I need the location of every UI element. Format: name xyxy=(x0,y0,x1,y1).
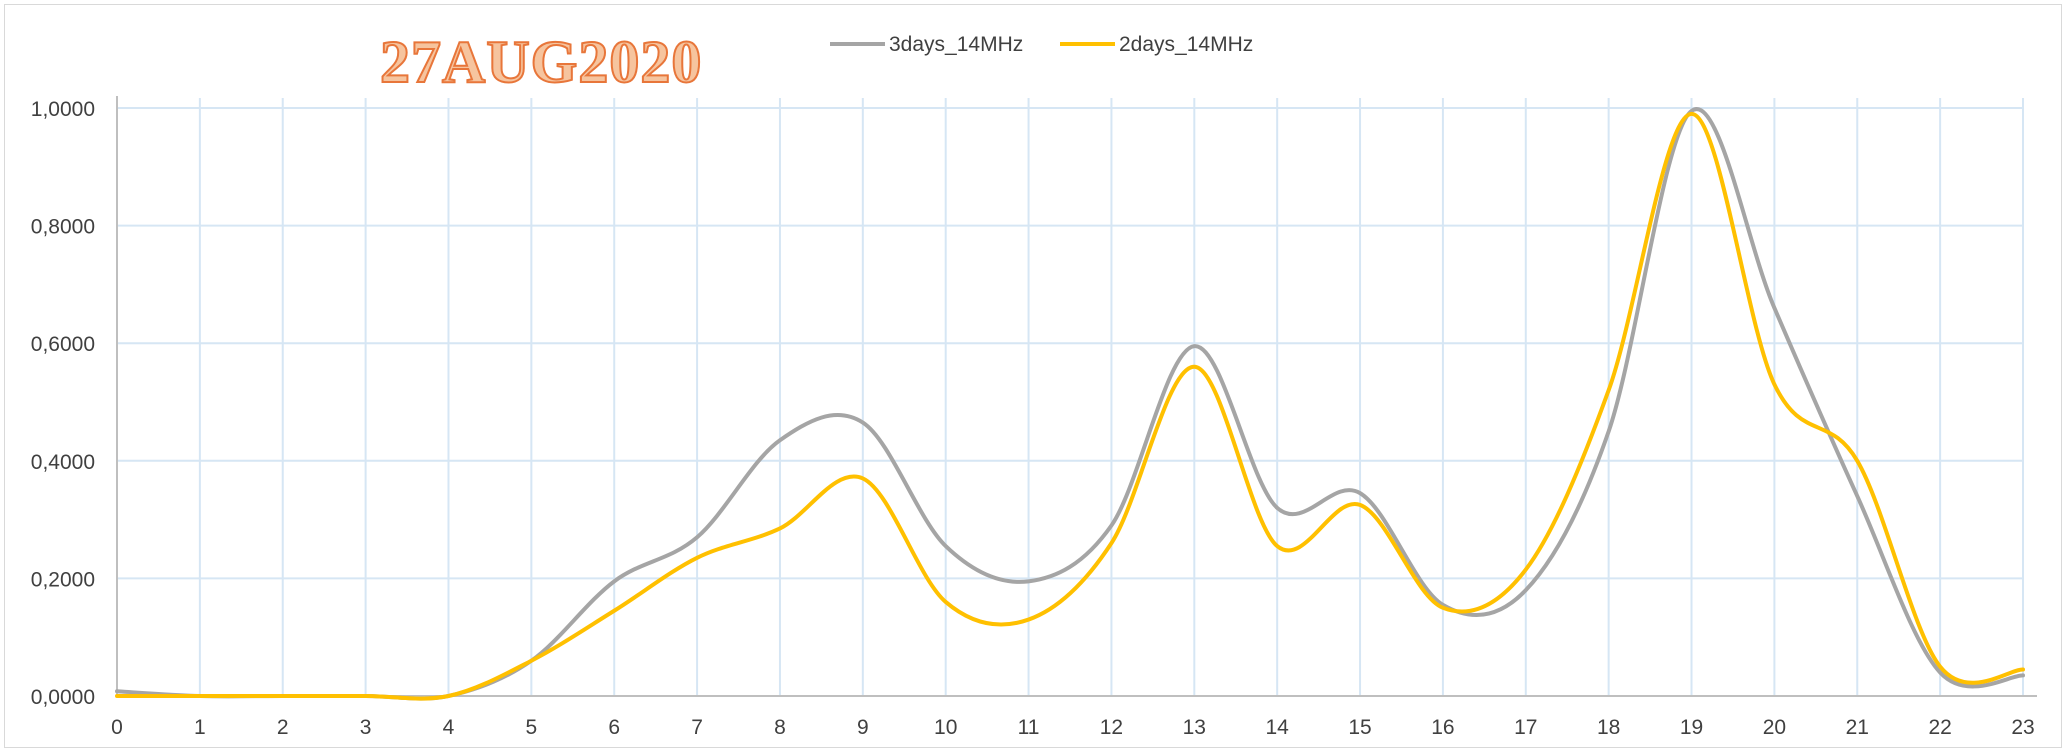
chart-frame xyxy=(4,4,2062,748)
y-tick-label: 0,0000 xyxy=(31,686,95,709)
legend: 3days_14MHz 2days_14MHz xyxy=(830,33,1253,56)
x-tick-label: 22 xyxy=(1928,716,1951,739)
grid xyxy=(117,98,2024,696)
y-tick-label: 1,0000 xyxy=(31,98,95,121)
x-tick-label: 12 xyxy=(1100,716,1123,739)
x-tick-label: 23 xyxy=(2011,716,2034,739)
series-line-2 xyxy=(115,111,2025,701)
legend-label-2: 2days_14MHz xyxy=(1119,33,1253,56)
y-tick-label: 0,8000 xyxy=(31,216,95,239)
x-tick-label: 8 xyxy=(774,716,786,739)
x-tick-label: 9 xyxy=(857,716,869,739)
series-line-1 xyxy=(115,107,2025,701)
x-tick-label: 19 xyxy=(1680,716,1703,739)
x-tick-label: 10 xyxy=(934,716,957,739)
x-tick-label: 16 xyxy=(1431,716,1454,739)
x-tick-label: 4 xyxy=(443,716,455,739)
x-tick-label: 3 xyxy=(360,716,372,739)
x-tick-label: 18 xyxy=(1597,716,1620,739)
y-tick-label: 0,2000 xyxy=(31,568,95,591)
x-tick-label: 2 xyxy=(277,716,289,739)
x-tick-label: 1 xyxy=(194,716,206,739)
legend-label-1: 3days_14MHz xyxy=(889,33,1023,56)
chart-title: 27AUG2020 xyxy=(379,28,703,96)
x-tick-label: 6 xyxy=(608,716,620,739)
x-tick-label: 11 xyxy=(1018,716,1040,739)
y-tick-label: 0,6000 xyxy=(31,333,95,356)
x-tick-label: 14 xyxy=(1265,716,1289,739)
x-tick-label: 17 xyxy=(1514,716,1537,739)
x-tick-label: 20 xyxy=(1763,716,1786,739)
x-tick-label: 5 xyxy=(526,716,538,739)
x-tick-label: 21 xyxy=(1846,716,1869,739)
series-lines xyxy=(115,107,2025,701)
x-tick-label: 7 xyxy=(691,716,703,739)
y-tick-label: 0,4000 xyxy=(31,451,95,474)
x-tick-label: 15 xyxy=(1348,716,1371,739)
x-tick-label: 0 xyxy=(111,716,123,739)
x-tick-label: 13 xyxy=(1183,716,1206,739)
